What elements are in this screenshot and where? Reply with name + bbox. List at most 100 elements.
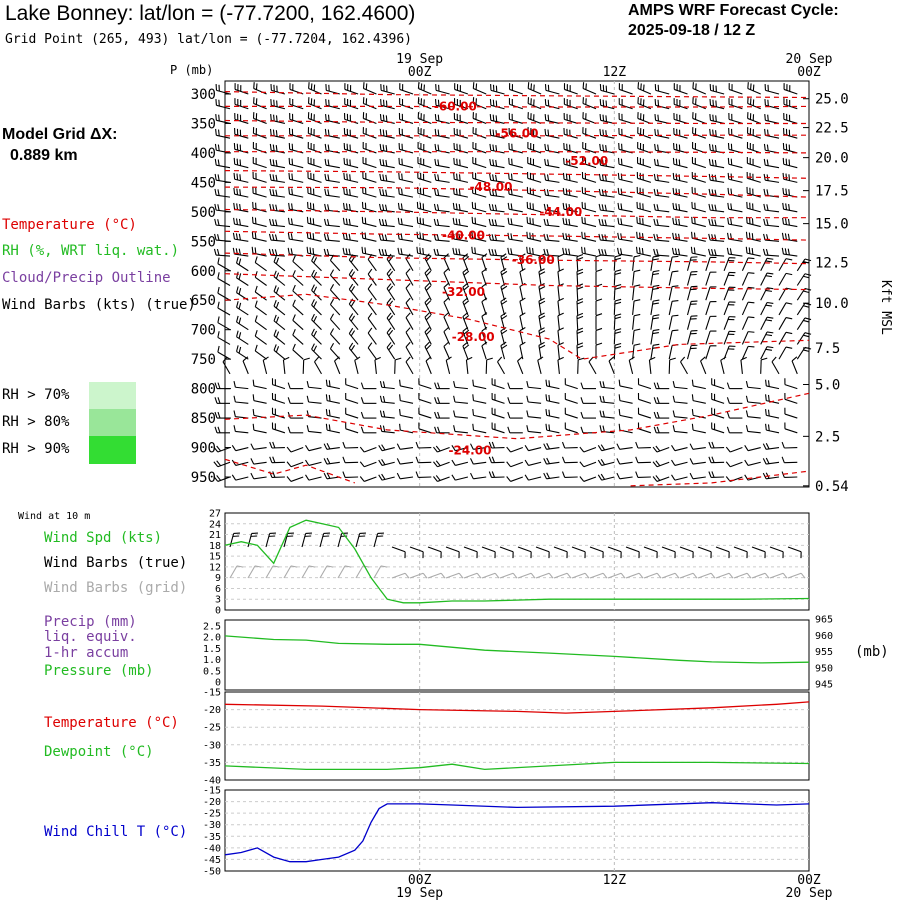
wind-barb [728, 253, 743, 257]
wind-barb-feather [652, 302, 659, 305]
wind-barb-feather [305, 474, 310, 481]
grid-wind-barb [445, 572, 460, 579]
wind-barb-feather [458, 203, 461, 211]
wind-barb [454, 193, 469, 198]
wind-barb-feather [360, 426, 364, 433]
wind-barb [400, 385, 414, 390]
wind-barb-feather [323, 443, 328, 450]
model-grid-label: Model Grid ΔX: [2, 126, 118, 143]
wind-barb [308, 386, 322, 390]
wind-barb-feather [291, 188, 293, 195]
wind-barb-feather [272, 204, 275, 211]
isotherm-line [224, 170, 810, 179]
wind-barb-feather [635, 456, 639, 463]
wind-barb [692, 102, 707, 110]
wind-barb [650, 271, 654, 286]
kft-axis-title: Kft MSL [878, 280, 893, 335]
wind-barb-feather [274, 234, 278, 241]
wind-barb [784, 413, 798, 419]
forecast-cycle-value: 2025-09-18 / 12 Z [628, 22, 756, 39]
wind-barb [619, 476, 633, 480]
wind-barb-feather [367, 342, 373, 349]
wind-barb [519, 301, 524, 316]
wind-barb [289, 148, 304, 154]
wind-barb [235, 476, 249, 481]
wind-barb-feather [605, 145, 607, 152]
wind-barb [400, 476, 414, 480]
wind-barb-feather [581, 246, 583, 254]
wind-barb [710, 89, 725, 95]
wind-barb-feather [462, 326, 469, 332]
wind-barb [348, 289, 359, 301]
time-top-label: 19 Sep [396, 52, 443, 67]
wind-barb [528, 416, 542, 419]
wind-barb-feather [579, 476, 585, 482]
wind-barb-feather [233, 202, 236, 210]
wind-barb [252, 237, 267, 242]
wind-barb-feather [415, 456, 419, 463]
wind-barb-feather [711, 174, 714, 181]
grid-point-subtitle: Grid Point (265, 493) lat/lon = (-77.720… [5, 32, 412, 47]
wind-barb-feather [595, 342, 603, 346]
wind-barb-feather [597, 459, 603, 466]
wind-barb-feather [287, 411, 291, 419]
wind-barb [692, 400, 706, 404]
wind-barb-feather [727, 202, 730, 210]
wind-barb [765, 224, 780, 228]
wind-barb-feather [543, 188, 547, 196]
wind-barb-feather [604, 249, 607, 256]
wind-barb-feather [561, 441, 566, 449]
wind-barb-feather [804, 346, 812, 350]
wind-barb [576, 300, 579, 315]
grid-wind-barb [373, 565, 382, 579]
isotherm-label: -44.00 [539, 205, 582, 219]
wind-barb-feather [691, 394, 694, 401]
wind-barb-feather [720, 356, 727, 361]
wind-barb-feather [494, 204, 498, 211]
wind-barb-feather [633, 299, 641, 302]
wind-barb [381, 386, 395, 390]
wind-barb-feather [588, 356, 594, 363]
wind-barb-feather [561, 471, 566, 478]
wind-barb [500, 345, 506, 360]
wind-barb [399, 118, 414, 124]
wind-barb-feather [656, 159, 659, 166]
wind-barb-feather [804, 258, 812, 262]
wind-barb-feather [601, 219, 604, 226]
wind-barb [270, 254, 285, 257]
wind-barb-feather [788, 203, 790, 211]
legend-rh80-label: RH > 80% [2, 414, 70, 430]
wind-barb-feather [781, 232, 785, 240]
wind-barb-feather [382, 425, 386, 432]
wind-barb-feather [495, 174, 498, 182]
wind-barb [454, 386, 468, 390]
wind-barb [710, 239, 725, 242]
wind-barb-feather [472, 423, 475, 431]
wind-barb [362, 192, 377, 198]
wind-barb-feather [481, 341, 488, 347]
grid-wind-barb-feather [530, 572, 536, 579]
wind-barb-feather [546, 457, 550, 464]
wind-barb-feather [655, 445, 661, 452]
wind-barb [740, 359, 743, 374]
wind-barb [235, 430, 249, 434]
isotherm-label: -40.00 [442, 228, 485, 242]
wind-barb [254, 276, 267, 286]
precip-liq-label: liq. equiv. [44, 629, 137, 645]
wind-barb-feather [640, 83, 642, 90]
wind-barb-feather [399, 379, 401, 386]
wind-barb [637, 237, 652, 242]
wind-barb-feather [313, 84, 316, 91]
wind-barb-feather [254, 247, 257, 254]
wind-barb-feather [462, 282, 469, 288]
pressure-label: Pressure (mb) [44, 663, 154, 679]
wind-barb-feather [474, 232, 477, 239]
wind-barb-feather [672, 300, 679, 302]
wind-barb-feather [519, 312, 526, 317]
wind-barb-feather [568, 218, 571, 226]
wind-barb [582, 88, 597, 95]
wind-barb-feather [604, 234, 607, 241]
wind-barb [234, 238, 249, 242]
pressure-tick-label: 650 [191, 293, 216, 309]
wind-barb-feather [562, 232, 565, 240]
